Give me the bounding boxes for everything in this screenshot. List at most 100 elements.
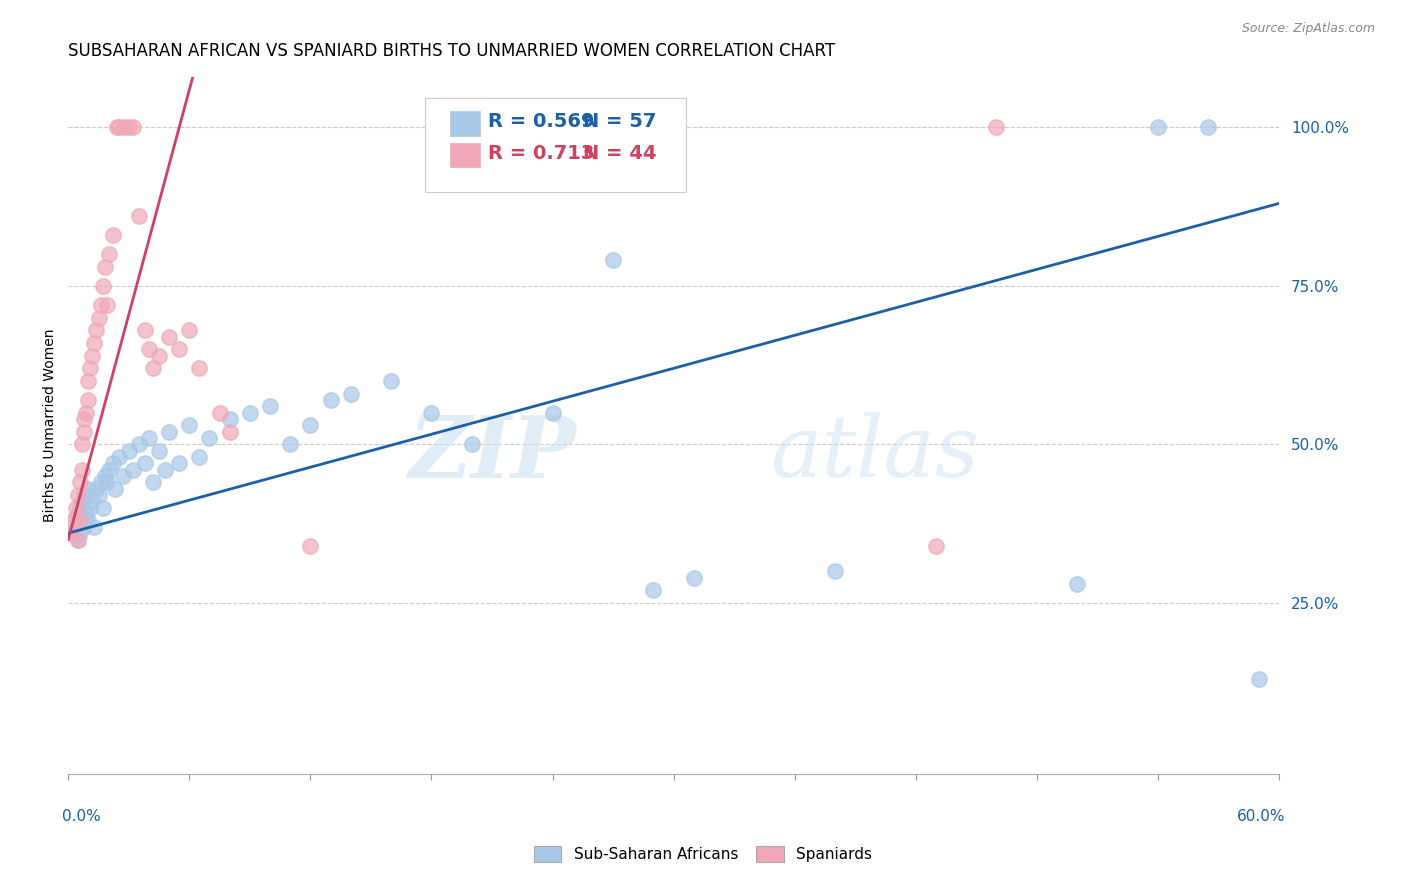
Point [89, 298, 111, 312]
Point [72, 463, 94, 477]
Point [89, 475, 111, 490]
Point [111, 469, 134, 483]
Point [96, 475, 118, 490]
Point [128, 437, 150, 451]
Point [63, 514, 86, 528]
Point [134, 323, 156, 337]
Point [138, 431, 160, 445]
Point [118, 443, 141, 458]
Point [179, 418, 201, 433]
FancyBboxPatch shape [450, 112, 479, 136]
Point [1197, 120, 1219, 135]
Point [91, 500, 114, 515]
Point [167, 343, 190, 357]
Point [541, 406, 564, 420]
Point [82, 494, 104, 508]
Point [461, 437, 484, 451]
Point [153, 463, 176, 477]
Point [73, 425, 96, 439]
Point [97, 463, 120, 477]
Point [107, 450, 129, 464]
Text: R = 0.569: R = 0.569 [488, 112, 595, 131]
Text: N = 44: N = 44 [583, 144, 657, 163]
Text: Source: ZipAtlas.com: Source: ZipAtlas.com [1241, 22, 1375, 36]
Text: ZIP: ZIP [409, 411, 576, 495]
Point [69, 500, 91, 515]
Text: 60.0%: 60.0% [1236, 809, 1285, 824]
Point [299, 418, 322, 433]
Point [128, 209, 150, 223]
Point [69, 475, 91, 490]
Point [75, 406, 97, 420]
Point [986, 120, 1008, 135]
Point [218, 412, 240, 426]
Point [157, 329, 180, 343]
Point [69, 514, 91, 528]
Text: R = 0.713: R = 0.713 [488, 144, 595, 163]
Text: 0.0%: 0.0% [62, 809, 101, 824]
Point [67, 507, 90, 521]
Point [602, 253, 624, 268]
Point [67, 533, 90, 547]
Point [218, 425, 240, 439]
Point [77, 374, 100, 388]
Point [82, 349, 104, 363]
Point [77, 392, 100, 407]
Point [380, 374, 402, 388]
Point [278, 437, 301, 451]
FancyBboxPatch shape [450, 143, 479, 168]
Point [79, 500, 101, 515]
Point [96, 298, 118, 312]
Point [60, 526, 83, 541]
Point [63, 514, 86, 528]
Point [87, 310, 110, 325]
Point [179, 323, 201, 337]
Point [67, 533, 90, 547]
Point [925, 539, 948, 553]
Point [75, 507, 97, 521]
Point [142, 361, 165, 376]
Point [118, 120, 141, 135]
Point [69, 526, 91, 541]
Point [72, 437, 94, 451]
Text: atlas: atlas [770, 412, 980, 494]
Point [91, 278, 114, 293]
Point [93, 260, 115, 274]
Point [65, 520, 87, 534]
Point [339, 386, 361, 401]
Point [643, 583, 665, 598]
Text: N = 57: N = 57 [583, 112, 657, 131]
Point [142, 475, 165, 490]
Text: SUBSAHARAN AFRICAN VS SPANIARD BIRTHS TO UNMARRIED WOMEN CORRELATION CHART: SUBSAHARAN AFRICAN VS SPANIARD BIRTHS TO… [69, 42, 835, 60]
Point [1066, 577, 1088, 591]
Point [148, 349, 170, 363]
Point [121, 463, 143, 477]
Point [77, 514, 100, 528]
Point [188, 450, 211, 464]
FancyBboxPatch shape [426, 97, 686, 192]
Point [73, 488, 96, 502]
Point [60, 526, 83, 541]
Point [319, 392, 342, 407]
Point [104, 482, 127, 496]
Point [79, 361, 101, 376]
Point [208, 406, 231, 420]
Point [1247, 672, 1270, 686]
Point [167, 457, 190, 471]
Point [86, 482, 108, 496]
Point [239, 406, 262, 420]
Point [72, 494, 94, 508]
Point [188, 361, 211, 376]
Point [114, 120, 136, 135]
Point [73, 412, 96, 426]
Point [87, 488, 110, 502]
Point [121, 120, 143, 135]
Point [157, 425, 180, 439]
Point [138, 343, 160, 357]
Y-axis label: Births to Unmarried Women: Births to Unmarried Women [44, 328, 58, 522]
Point [420, 406, 443, 420]
Point [73, 520, 96, 534]
Point [105, 120, 128, 135]
Point [72, 514, 94, 528]
Point [83, 520, 105, 534]
